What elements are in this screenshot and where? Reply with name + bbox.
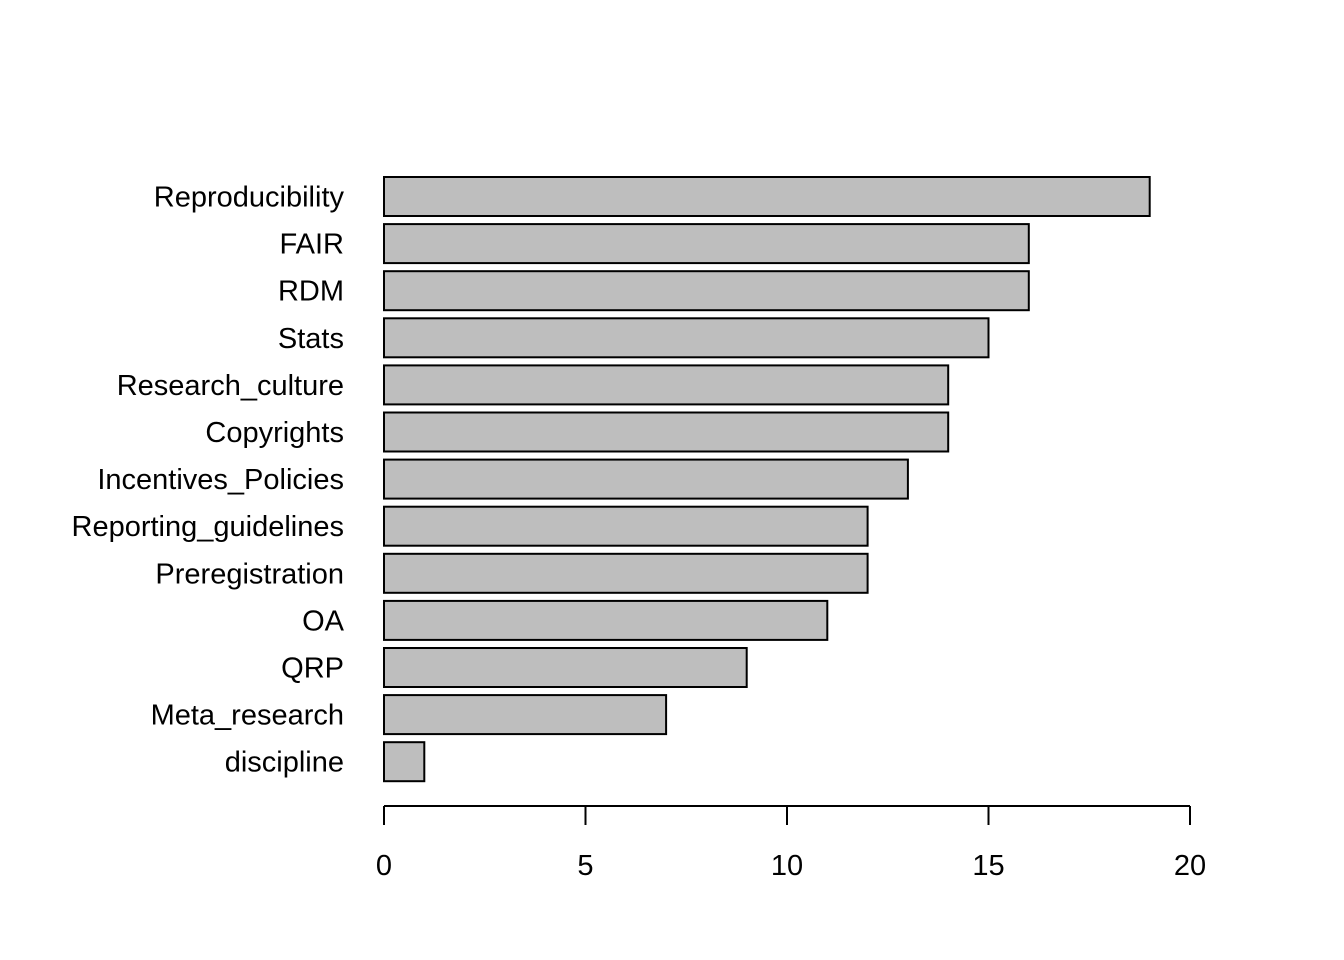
x-tick-label: 20: [1174, 850, 1206, 882]
bar-reporting-guidelines: [383, 505, 869, 547]
category-label: Research_culture: [117, 370, 344, 402]
category-label: discipline: [225, 747, 344, 779]
category-label: RDM: [278, 276, 344, 308]
bar-preregistration: [383, 552, 869, 594]
category-label: FAIR: [280, 229, 344, 261]
x-tick-label: 5: [577, 850, 593, 882]
bar-qrp: [383, 647, 748, 688]
category-label: Stats: [278, 323, 344, 355]
bar-fair: [383, 223, 1030, 265]
x-tick-label: 10: [771, 850, 803, 882]
category-label: Copyrights: [205, 417, 344, 449]
bar-rdm: [383, 270, 1030, 312]
bar-meta-research: [383, 694, 668, 736]
category-labels: Reproducibility FAIR RDM Stats Research_cult…: [72, 182, 345, 779]
category-label: Incentives_Policies: [97, 464, 344, 496]
x-tick-label: 0: [376, 850, 392, 882]
category-label: Reporting_guidelines: [72, 511, 344, 543]
bar-research-culture: [383, 364, 950, 406]
category-label: OA: [302, 605, 345, 637]
bars-group: [383, 176, 1151, 783]
category-label: QRP: [281, 653, 344, 685]
x-tick-label: 15: [972, 850, 1004, 882]
category-label: Meta_research: [151, 700, 344, 732]
category-label: Reproducibility: [154, 182, 345, 214]
x-axis: 0 5 10 15 20: [376, 805, 1206, 882]
bar-incentives-policies: [383, 458, 909, 500]
bar-oa: [383, 599, 829, 641]
bar-reproducibility: [383, 176, 1151, 217]
category-label: Preregistration: [155, 558, 344, 590]
bar-stats: [383, 317, 990, 359]
bar-copyrights: [383, 411, 950, 453]
bar-discipline: [383, 741, 426, 783]
